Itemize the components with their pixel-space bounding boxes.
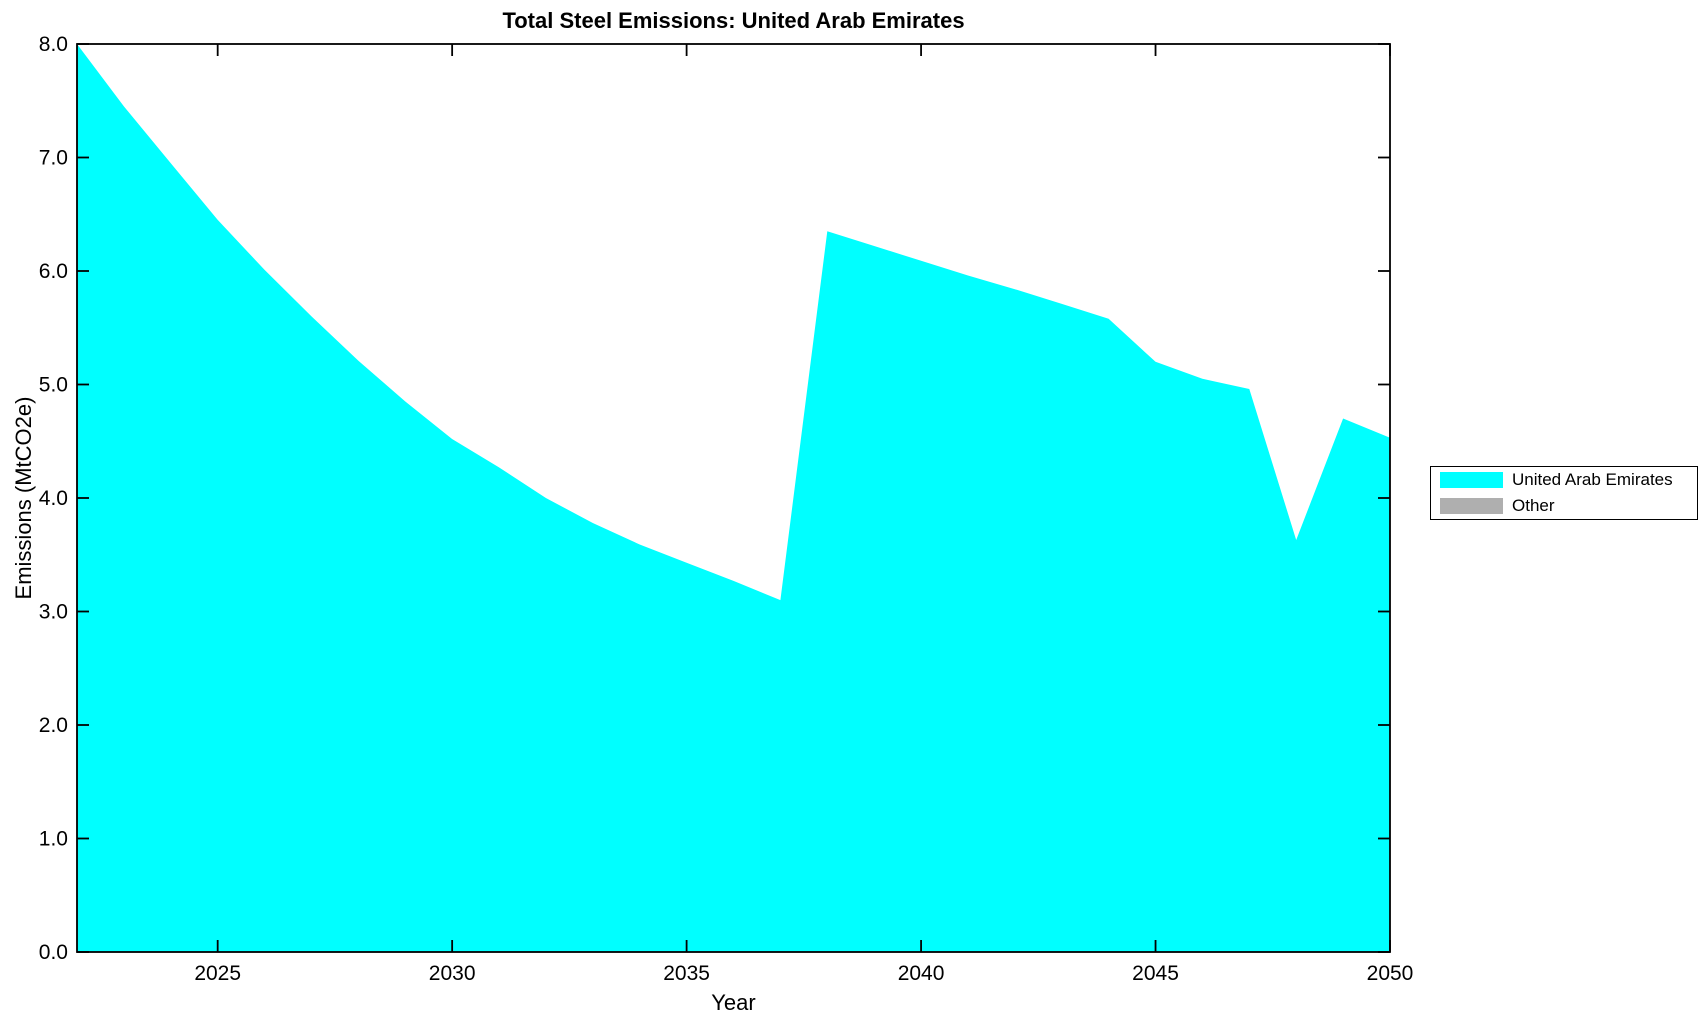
x-tick-label: 2045 (1132, 962, 1179, 985)
x-tick-label: 2030 (429, 962, 476, 985)
y-tick-label: 5.0 (39, 374, 68, 397)
legend-swatch-united-arab-emirates (1440, 472, 1503, 488)
y-tick-label: 8.0 (39, 33, 68, 56)
y-tick-label: 1.0 (39, 828, 68, 851)
x-tick-label: 2025 (194, 962, 241, 985)
legend-item-united-arab-emirates: United Arab Emirates (1440, 470, 1697, 490)
y-tick-label: 4.0 (39, 487, 68, 510)
legend-box: United Arab Emirates Other (1430, 466, 1698, 520)
x-tick-label: 2050 (1367, 962, 1414, 985)
legend-item-other: Other (1440, 496, 1697, 516)
x-axis-label: Year (711, 990, 756, 1015)
legend-swatch-other (1440, 498, 1503, 514)
x-tick-label: 2040 (898, 962, 945, 985)
y-tick-label: 3.0 (39, 601, 68, 624)
area-series-united-arab-emirates (77, 44, 1390, 952)
y-tick-label: 0.0 (39, 941, 68, 964)
legend-label-united-arab-emirates: United Arab Emirates (1512, 470, 1673, 489)
x-tick-label: 2035 (663, 962, 710, 985)
y-tick-label: 2.0 (39, 714, 68, 737)
y-axis-label: Emissions (MtCO2e) (11, 396, 36, 600)
chart-title: Total Steel Emissions: United Arab Emira… (502, 8, 965, 33)
y-tick-label: 7.0 (39, 147, 68, 170)
y-tick-label: 6.0 (39, 260, 68, 283)
legend-label-other: Other (1512, 496, 1555, 515)
